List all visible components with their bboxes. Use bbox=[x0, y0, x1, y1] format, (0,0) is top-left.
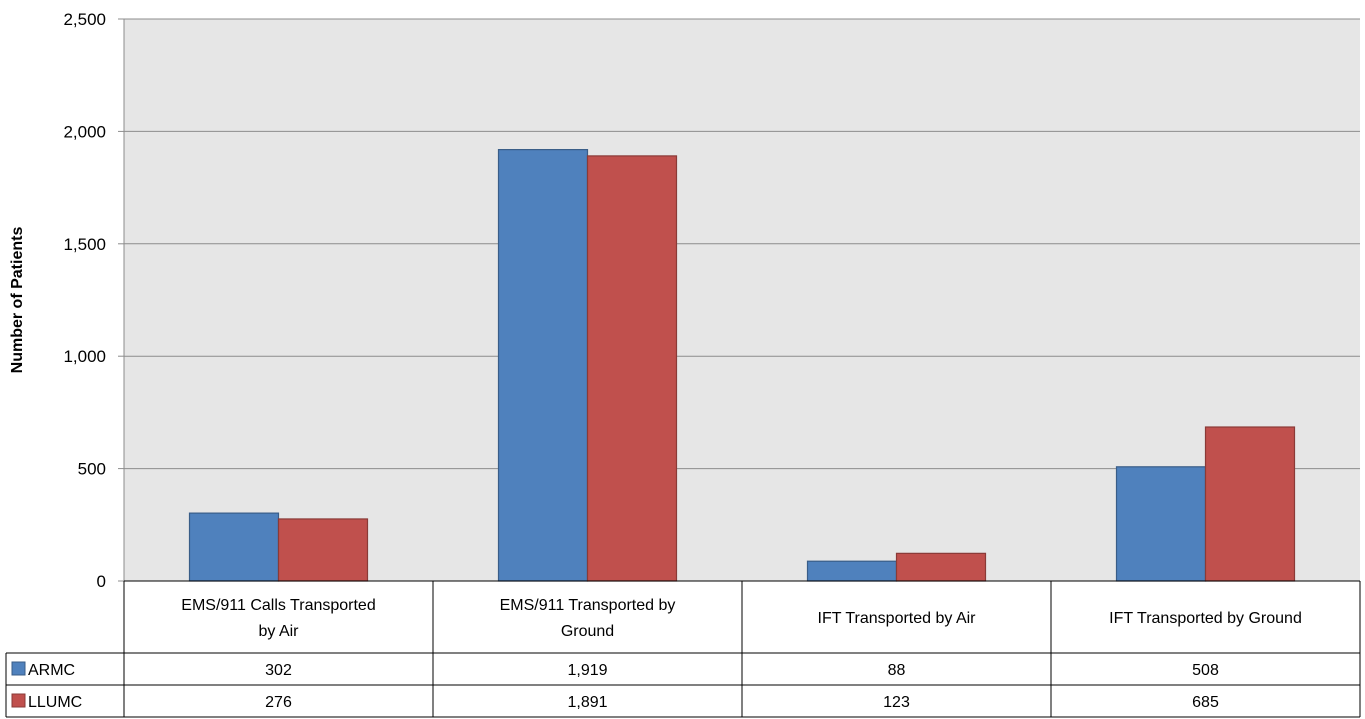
category-label: Ground bbox=[561, 623, 614, 640]
category-label: IFT Transported by Ground bbox=[1109, 610, 1302, 627]
legend-swatch-llumc bbox=[11, 693, 26, 708]
bars bbox=[188, 149, 1296, 582]
y-tick-label: 0 bbox=[97, 572, 106, 591]
category-label: IFT Transported by Air bbox=[818, 610, 977, 627]
data-table-value: 276 bbox=[265, 694, 292, 711]
legend-label: ARMC bbox=[28, 662, 75, 679]
category-label: EMS/911 Transported by bbox=[500, 597, 676, 614]
category-label: by Air bbox=[258, 623, 299, 640]
data-table-value: 302 bbox=[265, 662, 292, 679]
y-tick-label: 1,500 bbox=[63, 235, 106, 254]
data-table-value: 508 bbox=[1192, 662, 1219, 679]
data-table-value: 1,891 bbox=[567, 694, 607, 711]
y-axis-ticks: 0 500 1,000 1,500 2,000 2,500 bbox=[63, 10, 125, 591]
y-tick-label: 2,500 bbox=[63, 10, 106, 29]
legend-label: LLUMC bbox=[28, 694, 82, 711]
bar-armc bbox=[497, 149, 589, 582]
y-axis-label: Number of Patients bbox=[9, 227, 26, 374]
data-table-value: 685 bbox=[1192, 694, 1219, 711]
bar-llumc bbox=[1204, 426, 1296, 582]
data-table-value: 88 bbox=[888, 662, 906, 679]
bar-llumc bbox=[586, 155, 678, 582]
legend-swatch-armc bbox=[11, 661, 26, 676]
bar-armc bbox=[1115, 466, 1207, 582]
bar-armc bbox=[806, 560, 898, 582]
y-tick-label: 1,000 bbox=[63, 347, 106, 366]
category-label: EMS/911 Calls Transported bbox=[181, 597, 375, 614]
y-tick-label: 500 bbox=[78, 460, 106, 479]
bar-llumc bbox=[895, 552, 987, 582]
bar-armc bbox=[188, 512, 280, 582]
data-table-value: 1,919 bbox=[567, 662, 607, 679]
bar-llumc bbox=[277, 518, 369, 582]
data-table: EMS/911 Calls Transported by Air EMS/911 T… bbox=[5, 580, 1361, 718]
data-table-value: 123 bbox=[883, 694, 910, 711]
y-tick-label: 2,000 bbox=[63, 122, 106, 141]
